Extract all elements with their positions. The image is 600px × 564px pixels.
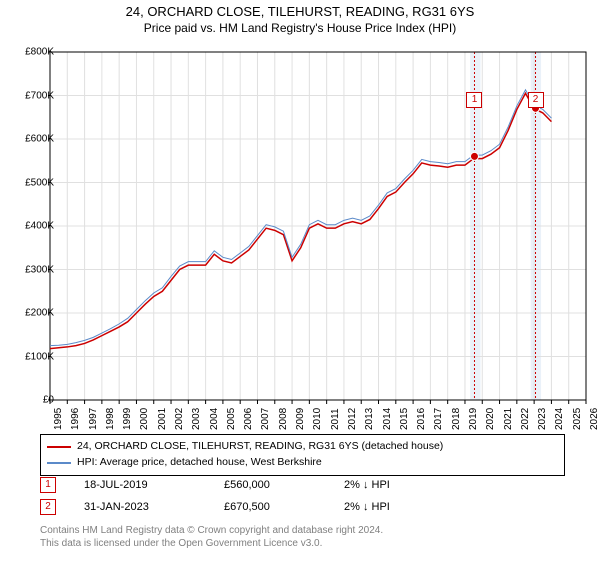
x-tick-label: 1998 [105,408,116,430]
x-tick-label: 2026 [589,408,600,430]
legend-label-hpi: HPI: Average price, detached house, West… [77,455,322,471]
x-tick-label: 1996 [70,408,81,430]
x-tick-label: 2006 [243,408,254,430]
sale-date: 31-JAN-2023 [84,501,224,513]
chart-svg [48,50,588,420]
x-tick-label: 2025 [572,408,583,430]
y-tick-label: £100K [8,351,54,362]
x-tick-label: 2023 [537,408,548,430]
chart-title: 24, ORCHARD CLOSE, TILEHURST, READING, R… [0,4,600,19]
x-tick-label: 2001 [157,408,168,430]
y-tick-label: £800K [8,47,54,58]
chart-subtitle: Price paid vs. HM Land Registry's House … [0,21,600,35]
x-tick-label: 1997 [88,408,99,430]
y-tick-label: £300K [8,264,54,275]
y-tick-label: £500K [8,177,54,188]
sale-row: 1 18-JUL-2019 £560,000 2% ↓ HPI [40,474,565,496]
sale-price: £670,500 [224,501,344,513]
x-tick-label: 2012 [347,408,358,430]
x-tick-label: 2011 [330,408,341,430]
y-tick-label: £600K [8,134,54,145]
sale-diff: 2% ↓ HPI [344,501,454,513]
sale-row: 2 31-JAN-2023 £670,500 2% ↓ HPI [40,496,565,518]
x-tick-label: 2013 [364,408,375,430]
x-tick-label: 2015 [399,408,410,430]
legend-label-property: 24, ORCHARD CLOSE, TILEHURST, READING, R… [77,439,443,455]
x-tick-label: 2018 [451,408,462,430]
sale-diff: 2% ↓ HPI [344,479,454,491]
y-tick-label: £400K [8,221,54,232]
y-tick-label: £0 [8,395,54,406]
chart-container: 24, ORCHARD CLOSE, TILEHURST, READING, R… [0,4,600,564]
legend-row: HPI: Average price, detached house, West… [47,455,558,471]
y-tick-label: £700K [8,90,54,101]
x-tick-label: 2007 [260,408,271,430]
x-tick-label: 2019 [468,408,479,430]
sales-table: 1 18-JUL-2019 £560,000 2% ↓ HPI 2 31-JAN… [40,474,565,518]
x-tick-label: 1995 [53,408,64,430]
x-tick-label: 2005 [226,408,237,430]
sale-marker-2: 2 [40,499,56,515]
x-tick-label: 2002 [174,408,185,430]
x-tick-label: 2017 [433,408,444,430]
footer-line1: Contains HM Land Registry data © Crown c… [40,524,565,537]
x-tick-label: 2008 [278,408,289,430]
sale-marker-on-chart: 1 [466,92,482,108]
sale-date: 18-JUL-2019 [84,479,224,491]
x-tick-label: 2014 [382,408,393,430]
legend-row: 24, ORCHARD CLOSE, TILEHURST, READING, R… [47,439,558,455]
x-tick-label: 2003 [191,408,202,430]
x-tick-label: 2020 [485,408,496,430]
x-tick-label: 2021 [503,408,514,430]
sale-marker-1: 1 [40,477,56,493]
x-tick-label: 2016 [416,408,427,430]
x-tick-label: 2024 [554,408,565,430]
x-tick-label: 2004 [209,408,220,430]
legend: 24, ORCHARD CLOSE, TILEHURST, READING, R… [40,434,565,476]
legend-swatch-property [47,446,71,448]
plot-area [48,50,588,420]
x-tick-label: 2022 [520,408,531,430]
sale-marker-on-chart: 2 [528,92,544,108]
x-tick-label: 2010 [312,408,323,430]
x-tick-label: 2000 [139,408,150,430]
footer: Contains HM Land Registry data © Crown c… [40,524,565,550]
legend-swatch-hpi [47,462,71,464]
x-tick-label: 1999 [122,408,133,430]
sale-price: £560,000 [224,479,344,491]
footer-line2: This data is licensed under the Open Gov… [40,537,565,550]
y-tick-label: £200K [8,308,54,319]
x-tick-label: 2009 [295,408,306,430]
